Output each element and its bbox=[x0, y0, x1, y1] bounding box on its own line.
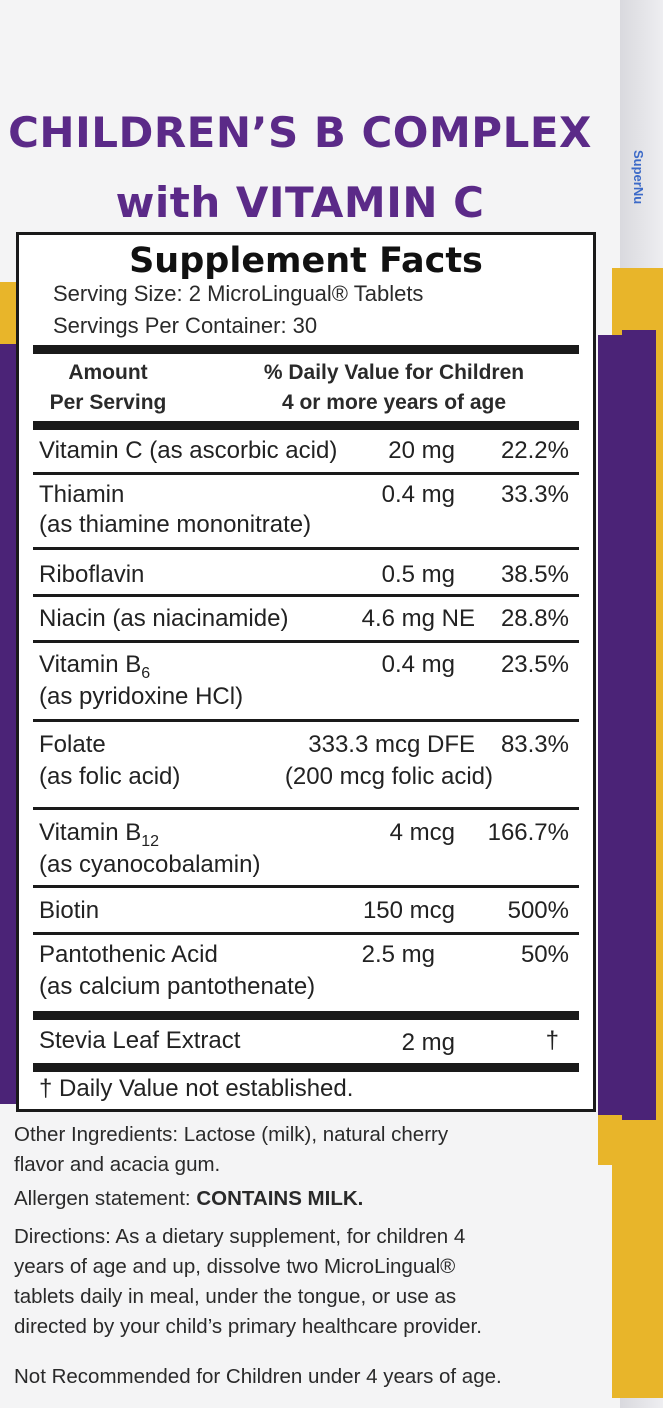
nutrient-source: (as cyanocobalamin) bbox=[39, 851, 261, 878]
side-purple-band bbox=[622, 330, 656, 1120]
row-divider bbox=[33, 932, 579, 935]
nutrient-dv: † bbox=[545, 1027, 559, 1054]
directions-line1: Directions: As a dietary supplement, for… bbox=[14, 1225, 466, 1248]
nutrient-name: Biotin bbox=[39, 897, 100, 924]
supplement-facts-panel: Supplement Facts Serving Size: 2 MicroLi… bbox=[16, 232, 596, 1112]
nutrient-dv: 23.5% bbox=[500, 651, 569, 678]
col-dv-line1: % Daily Value for Children bbox=[263, 361, 525, 384]
nutrient-source: (as folic acid) bbox=[39, 763, 181, 790]
col-amount-header: Amount Per Serving bbox=[33, 361, 183, 415]
nutrient-subscript: 6 bbox=[141, 664, 151, 682]
right-purple-band bbox=[598, 335, 622, 1115]
left-yellow-band bbox=[0, 282, 16, 344]
directions-line4: directed by your child’s primary healthc… bbox=[14, 1315, 482, 1338]
col-amount-line1: Amount bbox=[68, 361, 148, 384]
nutrient-dv: 33.3% bbox=[500, 481, 569, 508]
facts-heading: Supplement Facts bbox=[129, 241, 483, 281]
row-divider bbox=[33, 594, 579, 597]
allergen-label: Allergen statement: bbox=[14, 1187, 197, 1210]
nutrient-amount: 150 mcg bbox=[362, 897, 455, 924]
row-divider bbox=[33, 547, 579, 550]
divider-thick bbox=[33, 1011, 579, 1020]
product-title-line1: CHILDREN’S B COMPLEX bbox=[8, 108, 592, 157]
nutrient-dv: 500% bbox=[507, 897, 569, 924]
directions-line2: years of age and up, dissolve two MicroL… bbox=[14, 1255, 456, 1278]
product-title-line2: with VITAMIN C bbox=[115, 178, 485, 227]
nutrient-name-text: Vitamin B bbox=[39, 651, 142, 678]
row-divider bbox=[33, 719, 579, 722]
divider-thick bbox=[33, 421, 579, 430]
side-brand-text: SuperNu bbox=[631, 150, 646, 205]
nutrient-amount: 4 mcg bbox=[389, 819, 455, 846]
nutrient-source: (as thiamine mononitrate) bbox=[39, 511, 312, 538]
nutrient-subscript: 12 bbox=[141, 832, 160, 850]
row-divider bbox=[33, 472, 579, 475]
col-amount-line2: Per Serving bbox=[49, 391, 167, 414]
row-divider bbox=[33, 640, 579, 643]
other-ingredients-line2: flavor and acacia gum. bbox=[14, 1153, 221, 1176]
nutrient-amount-detail: (200 mcg folic acid) bbox=[284, 763, 493, 790]
nutrient-name: Vitamin C (as ascorbic acid) bbox=[39, 437, 338, 464]
row-divider bbox=[33, 807, 579, 810]
right-yellow-band bbox=[598, 1115, 622, 1165]
serving-size: Serving Size: 2 MicroLingual® Tablets bbox=[53, 281, 424, 306]
nutrient-name: Niacin (as niacinamide) bbox=[39, 605, 289, 632]
left-purple-band bbox=[0, 344, 16, 1104]
nutrient-name: Folate bbox=[39, 731, 106, 758]
nutrient-name: Pantothenic Acid bbox=[39, 941, 218, 968]
nutrient-dv: 28.8% bbox=[500, 605, 569, 632]
nutrient-amount: 0.5 mg bbox=[381, 561, 455, 588]
nutrient-name: Vitamin B6 bbox=[39, 651, 150, 683]
nutrient-amount: 0.4 mg bbox=[381, 481, 455, 508]
servings-per-container: Servings Per Container: 30 bbox=[53, 313, 318, 338]
nutrient-source: (as pyridoxine HCl) bbox=[39, 683, 244, 710]
other-ingredients-line1: Other Ingredients: Lactose (milk), natur… bbox=[14, 1123, 449, 1146]
age-warning: Not Recommended for Children under 4 yea… bbox=[14, 1365, 502, 1388]
nutrient-amount: 0.4 mg bbox=[381, 651, 455, 678]
col-dv-header: % Daily Value for Children 4 or more yea… bbox=[229, 361, 559, 415]
footnote: † Daily Value not established. bbox=[39, 1075, 354, 1102]
nutrient-name: Stevia Leaf Extract bbox=[39, 1027, 241, 1054]
nutrient-dv: 166.7% bbox=[487, 819, 569, 846]
nutrient-name: Thiamin bbox=[39, 481, 125, 508]
nutrient-dv: 38.5% bbox=[500, 561, 569, 588]
allergen-value: CONTAINS MILK. bbox=[196, 1187, 364, 1210]
nutrient-amount: 2 mg bbox=[401, 1029, 455, 1056]
nutrient-dv: 22.2% bbox=[500, 437, 569, 464]
nutrient-amount: 20 mg bbox=[388, 437, 455, 464]
other-ingredients: Other Ingredients: Lactose (milk), natur… bbox=[14, 1120, 594, 1180]
nutrient-dv: 50% bbox=[520, 941, 569, 968]
nutrient-amount: 4.6 mg NE bbox=[361, 605, 475, 632]
allergen-statement: Allergen statement: CONTAINS MILK. bbox=[14, 1184, 594, 1214]
nutrient-name-text: Vitamin B bbox=[39, 819, 142, 846]
directions: Directions: As a dietary supplement, for… bbox=[14, 1222, 594, 1342]
nutrient-amount: 333.3 mcg DFE bbox=[308, 731, 475, 758]
nutrient-amount: 2.5 mg bbox=[361, 941, 435, 968]
nutrient-name: Vitamin B12 bbox=[39, 819, 159, 851]
col-dv-line2: 4 or more years of age bbox=[281, 391, 507, 414]
row-divider bbox=[33, 885, 579, 888]
divider-thick bbox=[33, 1063, 579, 1072]
nutrient-dv: 83.3% bbox=[500, 731, 569, 758]
nutrient-source: (as calcium pantothenate) bbox=[39, 973, 316, 1000]
divider-thick bbox=[33, 345, 579, 354]
directions-line3: tablets daily in meal, under the tongue,… bbox=[14, 1285, 457, 1308]
nutrient-name: Riboflavin bbox=[39, 561, 145, 588]
